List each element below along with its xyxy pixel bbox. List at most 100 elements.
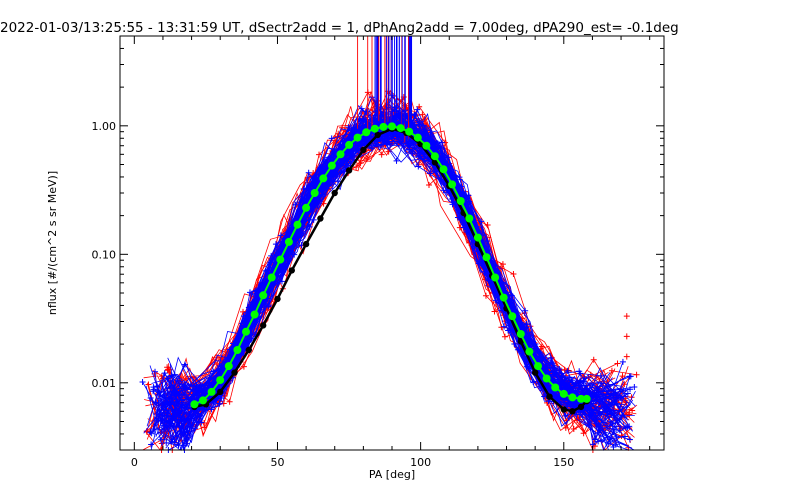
blue-plus-marker (393, 157, 400, 164)
fit-curve-point (465, 214, 474, 223)
blue-plus-marker (139, 378, 146, 385)
blue-plus-marker (409, 150, 416, 157)
fit-curve-point (413, 133, 422, 142)
axes: 0 50 100 150 0.01 0.10 1.00 (92, 35, 664, 469)
mean-curve-point (360, 146, 367, 154)
fit-curve-point (525, 347, 534, 356)
blue-plus-marker (421, 155, 428, 162)
mean-curve-point (302, 240, 310, 248)
blue-plus-marker (556, 365, 563, 372)
blue-plus-marker (166, 385, 173, 392)
red-plus-marker (484, 221, 491, 228)
blue-plus-marker (246, 289, 253, 296)
x-tick-label: 100 (410, 456, 431, 469)
blue-plus-marker (613, 400, 620, 407)
blue-plus-marker (597, 372, 604, 379)
blue-plus-marker (183, 384, 190, 391)
blue-plus-marker (161, 370, 168, 377)
blue-plus-marker (438, 139, 445, 146)
x-tick-label: 50 (270, 456, 284, 469)
blue-plus-marker (626, 436, 633, 443)
blue-plus-marker (547, 354, 554, 361)
fit-curve-point (491, 273, 500, 282)
red-plus-marker (226, 398, 233, 405)
blue-plus-marker (548, 359, 555, 366)
red-plus-marker (623, 313, 630, 320)
blue-plus-marker (577, 370, 584, 377)
blue-plus-marker (562, 412, 569, 419)
red-plus-marker (482, 292, 489, 299)
red-plus-marker (608, 367, 615, 374)
red-plus-marker (145, 381, 152, 388)
fit-curve-point (276, 255, 285, 264)
blue-plus-marker (328, 135, 335, 142)
fit-curve-point (577, 394, 585, 403)
fit-curve-point (388, 122, 396, 131)
fit-curve-point (310, 189, 319, 197)
blue-plus-marker (613, 433, 620, 440)
fit-curve-point (516, 330, 525, 338)
blue-plus-marker (291, 251, 298, 258)
blue-plus-marker (577, 378, 584, 385)
mean-curve-point (546, 393, 553, 400)
blue-plus-marker (277, 232, 284, 239)
fit-curve-point (224, 362, 233, 371)
fit-curve-point (542, 374, 551, 383)
blue-plus-marker (148, 441, 155, 448)
fit-curve-point (362, 128, 371, 137)
blue-plus-marker (564, 403, 571, 410)
blue-plus-marker (240, 313, 247, 320)
red-plus-marker (623, 333, 630, 340)
y-tick-label: 0.10 (92, 248, 117, 261)
fit-curve-point (439, 165, 448, 174)
blue-plus-marker (624, 390, 631, 397)
red-plus-marker (240, 363, 247, 370)
fit-curve-point (233, 346, 242, 354)
red-plus-marker (633, 371, 640, 378)
mean-curve-point (374, 131, 381, 139)
blue-plus-marker (161, 425, 168, 432)
blue-plus-marker (523, 321, 530, 328)
blue-plus-marker (631, 384, 638, 391)
y-axis-label: nflux [#/(cm^2 s sr MeV)] (46, 171, 59, 315)
fit-curve-point (267, 273, 276, 282)
plot-traces (139, 36, 640, 453)
red-plus-marker (316, 151, 323, 158)
mean-curve-point (231, 369, 238, 376)
blue-plus-marker (627, 386, 634, 393)
mean-curve-point (217, 388, 224, 396)
mean-curve-point (560, 406, 567, 413)
fit-curve-point (534, 362, 542, 371)
fit-curve-point (396, 124, 405, 133)
blue-plus-marker (595, 438, 602, 445)
blue-plus-marker (525, 334, 532, 341)
blue-plus-marker (317, 165, 324, 172)
blue-plus-marker (542, 365, 549, 372)
blue-plus-marker (427, 170, 434, 177)
blue-plus-marker (622, 433, 629, 440)
fit-curve-point (582, 394, 591, 403)
fit-curve-point (422, 141, 431, 150)
fit-curve-point (207, 387, 216, 396)
blue-plus-marker (414, 106, 421, 113)
fit-curve-point (456, 197, 465, 205)
blue-plus-marker (501, 323, 508, 330)
blue-plus-marker (306, 223, 313, 230)
mean-curve-point (274, 295, 281, 303)
blue-plus-marker (152, 368, 159, 375)
blue-plus-marker (612, 441, 619, 448)
red-plus-marker (425, 182, 432, 189)
blue-plus-marker (619, 358, 626, 365)
blue-plus-marker (334, 178, 341, 185)
red-plus-marker (499, 261, 506, 268)
mean-curve-point (569, 408, 576, 415)
fit-curve-point (448, 180, 457, 189)
red-plus-marker (629, 407, 636, 414)
mean-curve-point (431, 159, 439, 166)
red-plus-marker (501, 333, 508, 340)
blue-plus-marker (440, 159, 447, 166)
fit-curve-point (199, 396, 207, 405)
blue-plus-marker (164, 410, 171, 417)
fit-curve-point (293, 220, 302, 229)
